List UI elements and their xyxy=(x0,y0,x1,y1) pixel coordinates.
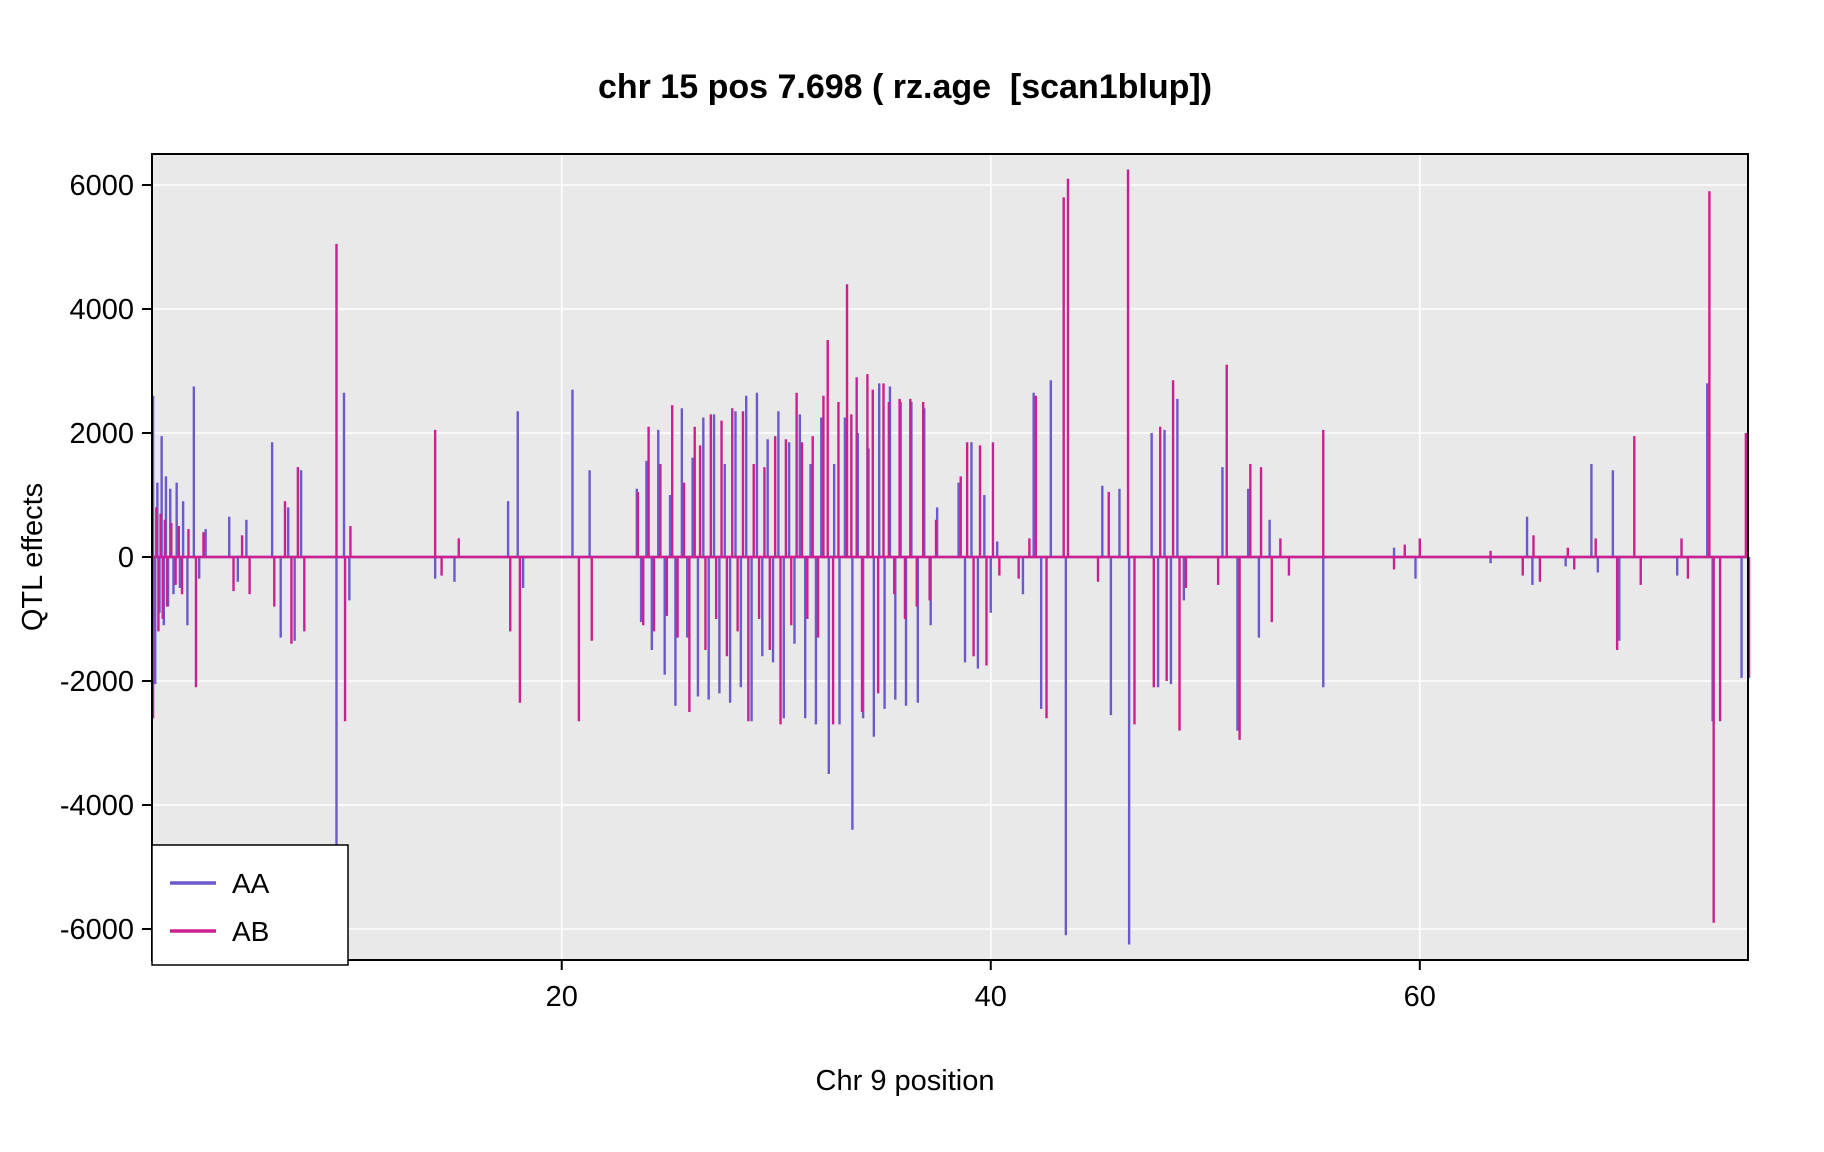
legend: AA AB xyxy=(151,844,349,966)
chart-title: chr 15 pos 7.698 ( rz.age [scan1blup]) xyxy=(598,68,1212,106)
legend-box xyxy=(151,844,349,966)
y-tick-label: -2000 xyxy=(60,666,134,698)
axes: -6000 -4000 -2000 0 2000 4000 6000 20 40 60 xyxy=(60,170,1436,1013)
y-tick-label: 0 xyxy=(118,542,134,574)
x-tick-label: 40 xyxy=(975,981,1007,1013)
y-tick-label: 2000 xyxy=(69,418,134,450)
x-tick-label: 60 xyxy=(1404,981,1436,1013)
y-tick-label: -4000 xyxy=(60,790,134,822)
y-axis-label: QTL effects xyxy=(17,483,49,631)
series-ab xyxy=(151,169,1751,923)
y-tick-label: 4000 xyxy=(69,294,134,326)
plot-panel xyxy=(151,153,1751,961)
y-tick-label: -6000 xyxy=(60,914,134,946)
legend-label-aa: AA xyxy=(232,868,270,899)
x-tick-label: 20 xyxy=(546,981,578,1013)
legend-label-ab: AB xyxy=(232,916,269,947)
x-axis-label: Chr 9 position xyxy=(816,1065,995,1097)
y-tick-label: 6000 xyxy=(69,170,134,202)
